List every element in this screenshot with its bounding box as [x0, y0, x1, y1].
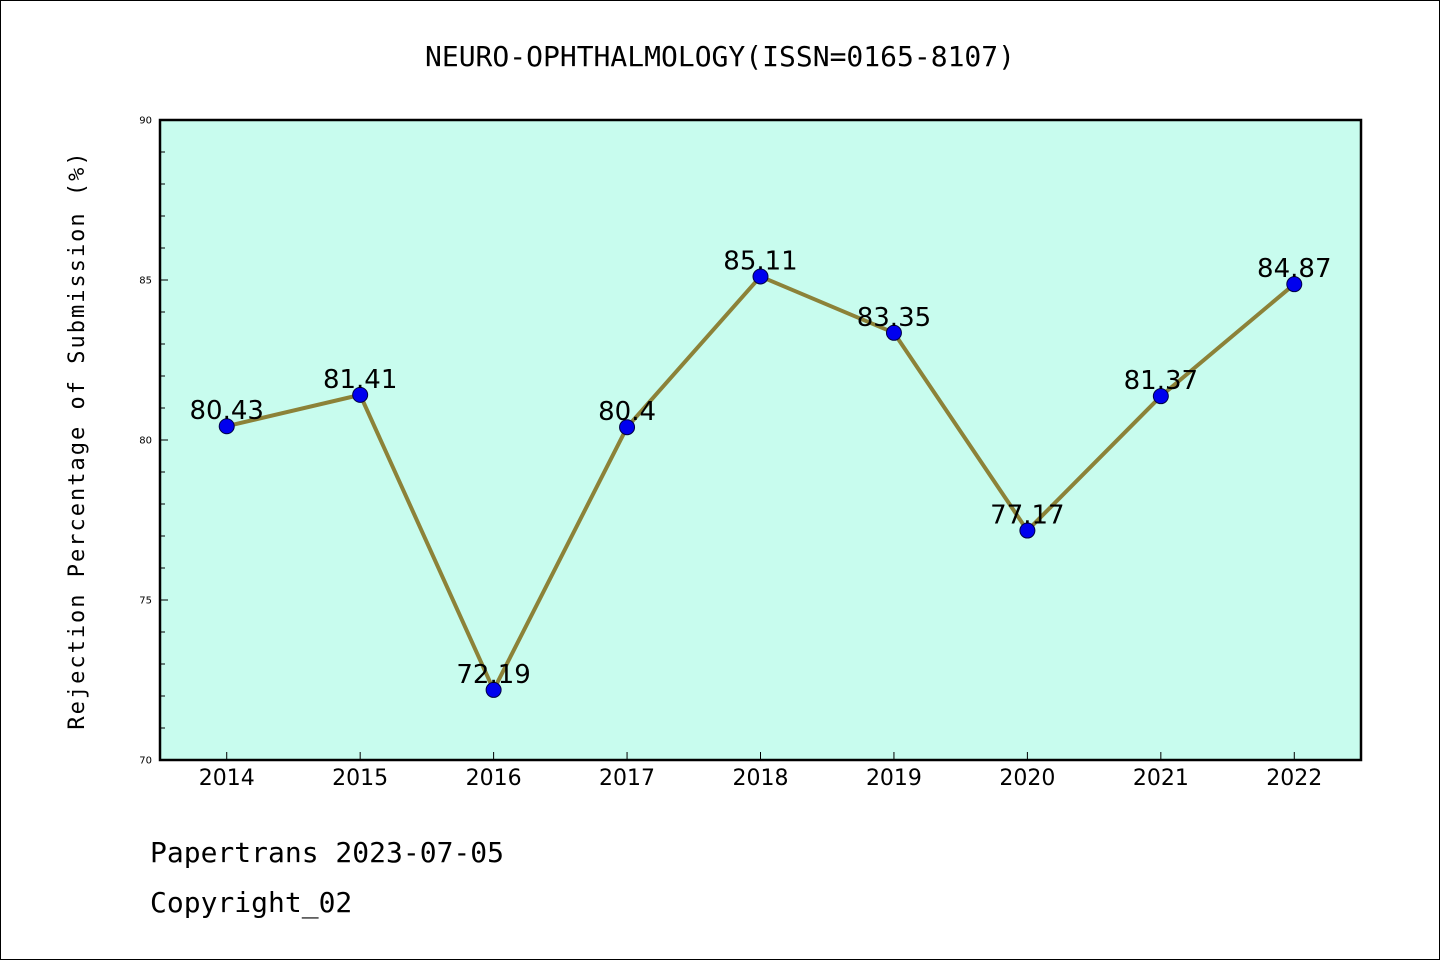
data-label: 80.4: [598, 397, 656, 427]
chart-title: NEURO-OPHTHALMOLOGY(ISSN=0165-8107): [425, 40, 1015, 73]
data-point: [1152, 388, 1169, 405]
data-point: [885, 324, 902, 341]
data-label: 72.19: [456, 660, 530, 690]
x-tick-label: 2014: [199, 766, 255, 791]
footer-copyright: Copyright_02: [150, 886, 353, 919]
x-tick-label: 2022: [1266, 766, 1322, 791]
data-label: 84.87: [1257, 254, 1331, 284]
y-tick-label: 80: [139, 436, 152, 447]
data-label: 85.11: [723, 246, 797, 276]
y-tick-label: 75: [139, 596, 152, 607]
data-label: 81.41: [323, 365, 397, 395]
x-tick-label: 2019: [866, 766, 922, 791]
x-tick-label: 2020: [999, 766, 1055, 791]
y-tick-label: 90: [139, 116, 152, 127]
plot-area: [158, 118, 1363, 762]
data-label: 80.43: [190, 396, 264, 426]
data-point: [1019, 522, 1036, 539]
x-tick-label: 2018: [733, 766, 789, 791]
y-axis-label: Rejection Percentage of Submission (%): [65, 150, 90, 729]
data-label: 77.17: [990, 501, 1064, 531]
x-tick-label: 2015: [332, 766, 388, 791]
data-point: [352, 386, 369, 403]
data-point: [485, 681, 502, 698]
x-tick-label: 2016: [466, 766, 522, 791]
data-point: [752, 268, 769, 285]
data-point: [619, 419, 636, 436]
y-tick-label: 70: [139, 756, 152, 767]
data-point: [218, 418, 235, 435]
data-label: 83.35: [857, 303, 931, 333]
y-tick-label: 85: [139, 276, 152, 287]
data-point: [1286, 276, 1303, 293]
x-tick-label: 2017: [599, 766, 655, 791]
footer-source: Papertrans 2023-07-05: [150, 836, 505, 869]
x-tick-label: 2021: [1133, 766, 1189, 791]
data-label: 81.37: [1124, 366, 1198, 396]
